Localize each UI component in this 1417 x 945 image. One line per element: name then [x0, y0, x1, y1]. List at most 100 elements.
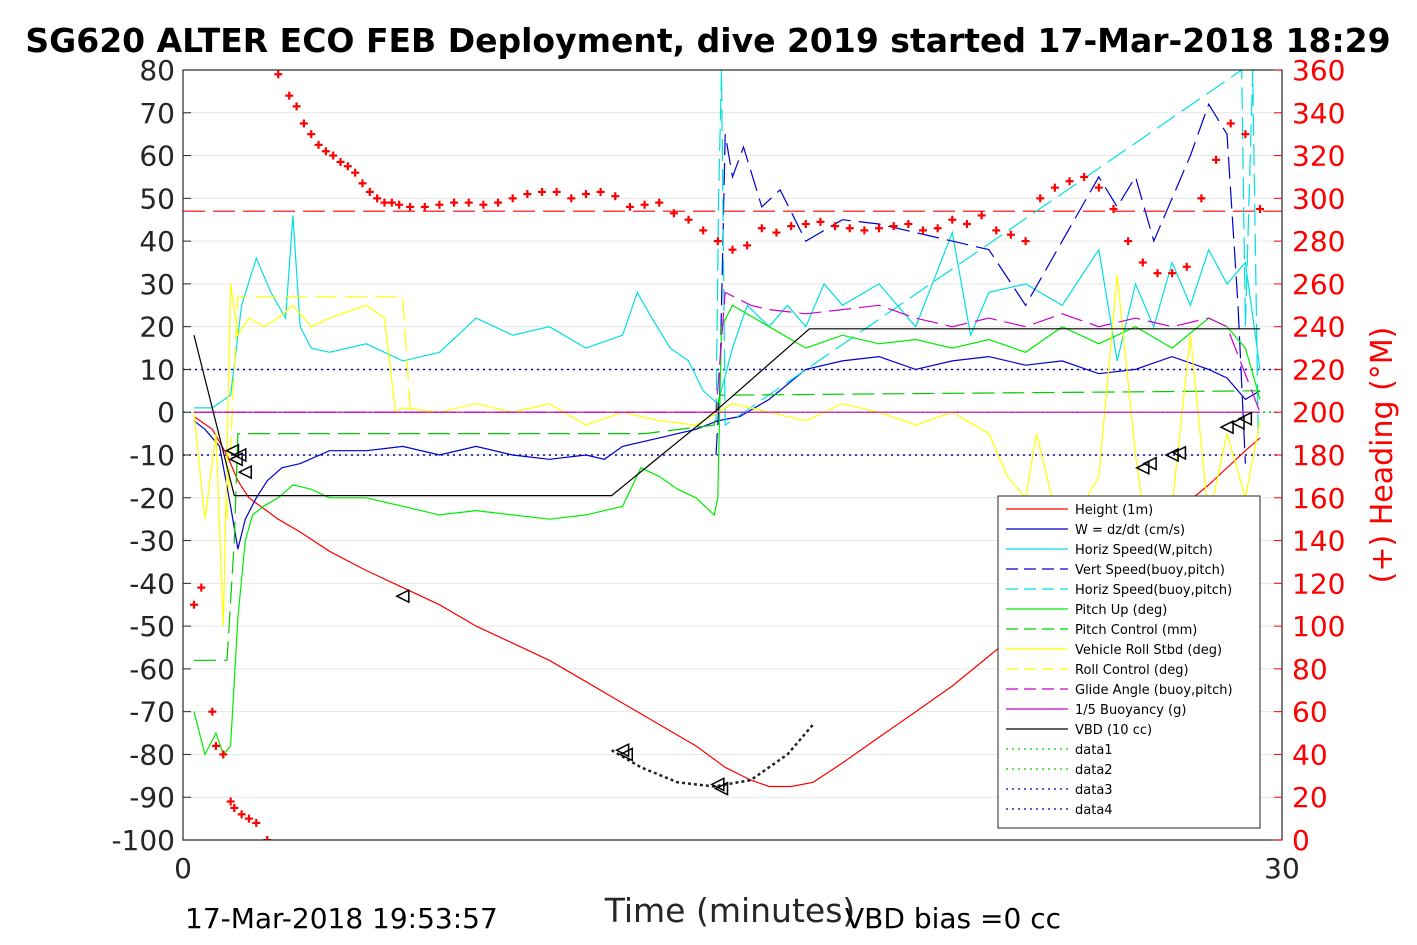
- legend-entry: Horiz Speed(W,pitch): [1075, 543, 1213, 558]
- legend-entry: Pitch Up (deg): [1075, 603, 1167, 618]
- heading-point: [358, 179, 367, 188]
- y2-tick-label: 360: [1292, 54, 1345, 87]
- heading-point: [226, 797, 235, 806]
- heading-point: [365, 187, 374, 196]
- y2-tick-label: 140: [1292, 525, 1345, 558]
- heading-point: [464, 198, 473, 207]
- heading-point: [728, 245, 737, 254]
- footer-vbd-bias: VBD bias =0 cc: [845, 902, 1061, 935]
- y-tick-label: 80: [139, 54, 175, 87]
- y-tick-label: -60: [129, 653, 175, 686]
- heading-point: [625, 202, 634, 211]
- heading-point: [508, 194, 517, 203]
- y-tick-label: -100: [111, 824, 175, 857]
- legend-entry: data3: [1075, 783, 1113, 798]
- y-tick-label: -30: [129, 525, 175, 558]
- event-marker: [395, 588, 410, 604]
- y-tick-label: -10: [129, 439, 175, 472]
- y-tick-label: -40: [129, 567, 175, 600]
- legend-box: [997, 495, 1261, 829]
- legend-entry: Pitch Control (mm): [1075, 623, 1197, 638]
- event-marker: [1142, 456, 1157, 471]
- x-tick-label: 30: [1264, 852, 1300, 885]
- heading-point: [336, 157, 345, 166]
- heading-point: [351, 168, 360, 177]
- heading-point: [992, 226, 1001, 235]
- legend-entry: 1/5 Buoyancy (g): [1075, 703, 1186, 718]
- y2-tick-label: 240: [1292, 311, 1345, 344]
- legend-entry: data1: [1075, 743, 1113, 758]
- series-line-6: [194, 390, 1261, 661]
- y2-tick-label: 280: [1292, 225, 1345, 258]
- heading-point: [948, 215, 957, 224]
- event-marker: [710, 777, 725, 792]
- series-line-9: [194, 291, 1261, 413]
- event-marker: [713, 781, 729, 796]
- y-tick-label: 20: [139, 311, 175, 344]
- heading-point: [655, 198, 664, 207]
- y2-tick-label: 340: [1292, 97, 1345, 130]
- heading-point: [875, 224, 884, 233]
- heading-point: [933, 224, 942, 233]
- heading-point: [373, 194, 382, 203]
- heading-point: [208, 707, 217, 716]
- series-line-13: [610, 723, 815, 788]
- heading-point: [1153, 269, 1162, 278]
- y-tick-label: -50: [129, 610, 175, 643]
- legend-entry: data4: [1075, 803, 1113, 818]
- heading-point: [552, 187, 561, 196]
- heading-point: [772, 228, 781, 237]
- heading-point: [1226, 119, 1235, 128]
- event-marker: [224, 443, 240, 458]
- heading-point: [1021, 237, 1030, 246]
- y2-tick-label: 100: [1292, 610, 1345, 643]
- heading-point: [380, 198, 389, 207]
- heading-point: [1094, 183, 1103, 192]
- heading-point: [307, 130, 316, 139]
- heading-point: [596, 187, 605, 196]
- heading-point: [787, 222, 796, 231]
- heading-point: [244, 814, 253, 823]
- y2-tick-label: 0: [1292, 824, 1310, 857]
- y-tick-label: -20: [129, 482, 175, 515]
- series-line-3: [715, 102, 1246, 464]
- y-tick-label: -90: [129, 781, 175, 814]
- event-marker: [1219, 419, 1234, 435]
- series-line-1: [193, 355, 1261, 550]
- heading-point: [329, 151, 338, 160]
- legend-entry: Glide Angle (buoy,pitch): [1075, 683, 1233, 698]
- heading-point: [299, 119, 308, 128]
- heading-point: [581, 190, 590, 199]
- heading-point: [314, 140, 323, 149]
- heading-point: [479, 200, 488, 209]
- heading-point: [831, 222, 840, 231]
- heading-point: [962, 220, 971, 228]
- heading-point: [889, 222, 898, 231]
- heading-point: [197, 583, 206, 592]
- heading-point: [292, 102, 301, 111]
- heading-point: [1065, 177, 1074, 186]
- y2-tick-label: 220: [1292, 353, 1345, 386]
- y-tick-label: 50: [139, 182, 175, 215]
- heading-point: [684, 215, 693, 224]
- chart-title: SG620 ALTER ECO FEB Deployment, dive 201…: [25, 21, 1390, 60]
- heading-point: [395, 200, 404, 209]
- event-marker: [1230, 415, 1245, 431]
- heading-point: [387, 198, 396, 207]
- y-tick-label: -80: [129, 738, 175, 771]
- heading-point: [1182, 262, 1191, 271]
- heading-point: [567, 194, 576, 203]
- heading-point: [211, 741, 220, 750]
- y2-tick-label: 180: [1292, 439, 1345, 472]
- event-marker: [237, 464, 253, 480]
- heading-point: [845, 224, 854, 233]
- series-line-2: [194, 215, 1261, 409]
- y2-tick-label: 160: [1292, 482, 1345, 515]
- legend-entry: Height (1m): [1075, 503, 1153, 518]
- heading-point: [743, 241, 752, 250]
- event-marker: [618, 747, 634, 762]
- heading-point: [669, 209, 678, 218]
- heading-point: [189, 600, 198, 609]
- heading-point: [321, 147, 330, 156]
- heading-point: [237, 810, 246, 819]
